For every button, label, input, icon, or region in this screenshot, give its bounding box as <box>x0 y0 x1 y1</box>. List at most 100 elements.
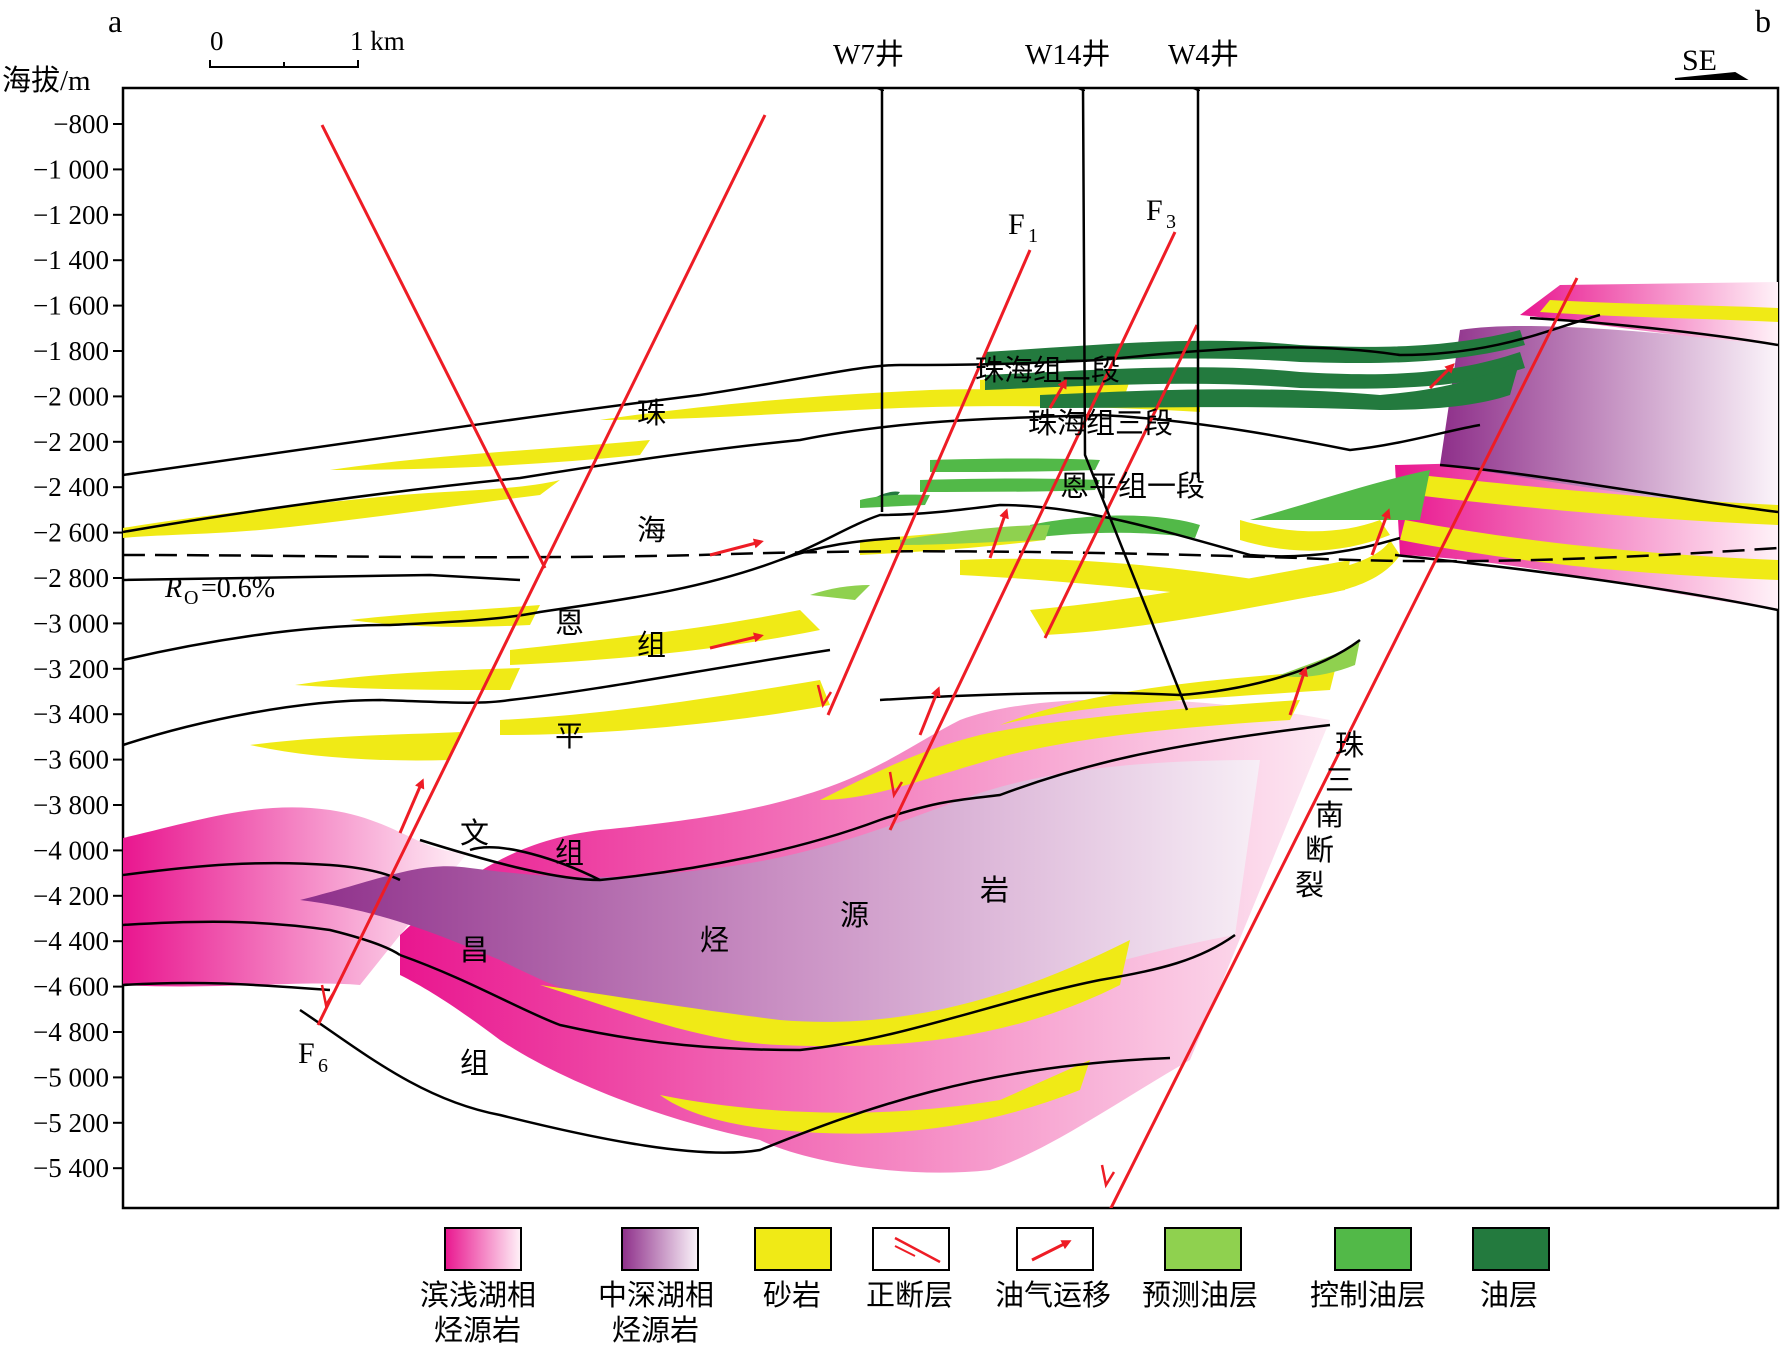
legend-label: 正断层 <box>866 1279 953 1312</box>
sandstone-streak <box>1240 520 1390 551</box>
y-axis-tick-label: −2 400 <box>33 472 109 502</box>
formation-char: 文 <box>460 817 489 850</box>
south-fault-char: 裂 <box>1295 869 1324 902</box>
corner-label-a: a <box>108 3 122 39</box>
formation-label-zhuhai-middle: 珠海组三段 <box>1028 407 1173 440</box>
sandstone-streak <box>295 668 520 690</box>
y-axis-tick-label: −1 800 <box>33 336 109 366</box>
sandstone-streak <box>1400 520 1778 580</box>
legend-swatch-deep-lake <box>621 1227 699 1271</box>
migration-arrow <box>1428 363 1455 390</box>
legend-swatch-sandstone <box>754 1227 832 1271</box>
legend-swatch-oil <box>1472 1227 1550 1271</box>
legend-label: 烃源岩 <box>434 1314 521 1347</box>
y-axis-tick-label: −2 000 <box>33 381 109 411</box>
formation-label-enping-1: 恩平组一段 <box>1060 470 1205 503</box>
legend-swatch-normal-fault <box>872 1227 950 1271</box>
formation-char: 组 <box>555 837 584 870</box>
scale-bar-end: 1 km <box>350 26 405 56</box>
y-axis-tick-label: −3 800 <box>33 790 109 820</box>
south-fault-char: 南 <box>1315 799 1344 832</box>
y-axis-tick-label: −800 <box>53 109 109 139</box>
predicted-oil-layer <box>1280 640 1360 677</box>
fault-label-f3: F 3 <box>1146 194 1176 233</box>
legend-swatch-predicted-oil <box>1164 1227 1242 1271</box>
y-axis-tick-label: −3 000 <box>33 608 109 638</box>
south-fault-char: 三 <box>1325 765 1354 797</box>
fault-line <box>320 124 547 569</box>
corner-label-b: b <box>1755 3 1771 39</box>
ro-label-main: R <box>164 573 182 604</box>
sandstone-streak <box>123 480 560 538</box>
migration-arrow <box>918 686 941 736</box>
legend-label: 滨浅湖相 <box>420 1279 536 1312</box>
sandstone-streak <box>1030 560 1350 635</box>
well-w14 <box>1083 88 1189 711</box>
migration-arrows <box>398 363 1455 834</box>
sandstone-streak <box>250 732 460 761</box>
faults <box>316 114 1579 1208</box>
y-axis-tick-label: −1 600 <box>33 291 109 321</box>
y-axis-tick-label: −5 000 <box>33 1062 109 1092</box>
controlled-oil-layer <box>1250 470 1430 520</box>
fault-label-f3-main: F <box>1146 194 1163 227</box>
fault-slip-arrows <box>320 684 1116 1189</box>
oil-layer <box>985 352 1525 390</box>
y-axis-tick-label: −2 800 <box>33 563 109 593</box>
y-axis-tick-label: −5 400 <box>33 1153 109 1183</box>
wells <box>882 88 1198 711</box>
legend-label: 油气运移 <box>995 1279 1111 1312</box>
fault-label-f6-sub: 6 <box>318 1055 328 1077</box>
migration-arrow <box>709 538 764 557</box>
sandstone-streak <box>1540 300 1778 322</box>
scale-bar: 0 1 km <box>209 26 405 68</box>
migration-arrow <box>1288 666 1308 716</box>
oil-layer <box>1040 360 1520 410</box>
legend-swatch-controlled-oil <box>1334 1227 1412 1271</box>
sandstone-streak <box>350 605 540 627</box>
y-axis-tick-label: −3 400 <box>33 699 109 729</box>
formation-char: 昌 <box>460 935 489 967</box>
formation-char: 组 <box>637 629 666 662</box>
sandstone-streak <box>820 700 1300 800</box>
y-axis-tick-label: −4 200 <box>33 881 109 911</box>
legend-label: 烃源岩 <box>612 1314 699 1347</box>
well-label-w14: W14井 <box>1025 38 1110 71</box>
south-fault-char: 断 <box>1305 834 1334 867</box>
legend-swatch-shallow-lake <box>444 1227 522 1271</box>
y-axis-tick-label: −4 000 <box>33 835 109 865</box>
ro-label-sub: O <box>184 587 198 609</box>
sandstone-streak <box>510 610 820 665</box>
south-fault-label: 珠 三 南 断 裂 <box>1295 729 1364 902</box>
right-block-deep-source <box>1440 325 1778 510</box>
fault-line-f6 <box>316 114 767 1026</box>
fault-line-f1 <box>826 249 1032 716</box>
formation-char: 海 <box>637 514 666 547</box>
deep-lake-source-core <box>300 760 1260 1032</box>
orientation-indicator: SE <box>1674 44 1749 80</box>
controlled-oil-layer <box>860 494 930 508</box>
legend-label: 砂岩 <box>763 1279 821 1312</box>
sandstone-streak <box>660 1060 1090 1134</box>
migration-arrow <box>988 508 1009 559</box>
sandstone-streak <box>1415 475 1778 525</box>
fault-line <box>1043 324 1199 639</box>
fault-label-f1-main: F <box>1008 208 1025 241</box>
source-rock-char: 岩 <box>980 874 1009 907</box>
orientation-label: SE <box>1682 44 1717 77</box>
fault-label-f6: F 6 <box>298 1037 328 1077</box>
legend-label: 油层 <box>1480 1279 1538 1312</box>
sandstone-streak <box>540 940 1130 1047</box>
ro-label: R O =0.6% <box>164 573 275 609</box>
migration-arrow <box>398 778 425 834</box>
migration-arrow <box>1048 378 1067 409</box>
fault-line-south <box>1109 277 1579 1208</box>
section-body <box>123 88 1778 1208</box>
y-axis-ticks: −800 −1 000 −1 200 −1 400 −1 600 −1 800 −2 000… <box>33 109 123 1183</box>
well-label-w4: W4井 <box>1168 38 1239 71</box>
fault-line-f3 <box>888 231 1177 831</box>
sandstone-streak <box>330 440 650 470</box>
y-axis-tick-label: −3 200 <box>33 654 109 684</box>
y-axis-tick-label: −1 400 <box>33 245 109 275</box>
